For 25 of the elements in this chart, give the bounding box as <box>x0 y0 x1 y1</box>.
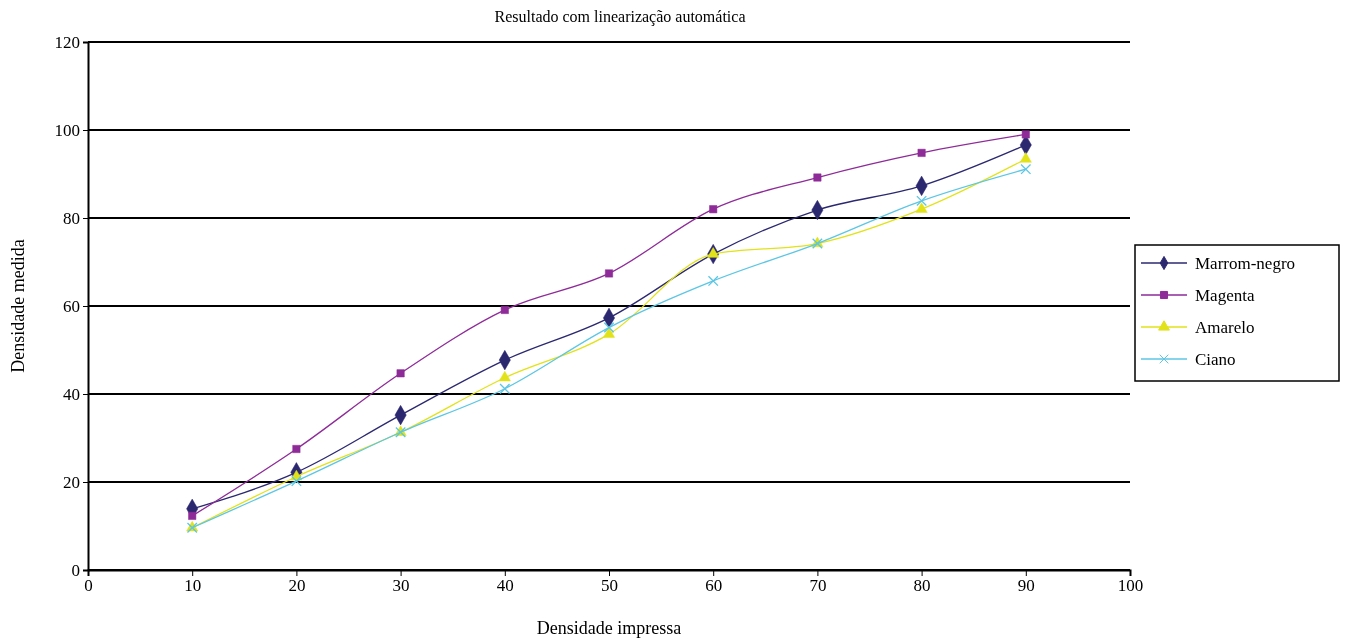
x-tick-label: 20 <box>288 576 306 596</box>
x-tick-label: 70 <box>809 576 827 596</box>
y-tick-label: 100 <box>54 120 80 140</box>
y-tick-label: 60 <box>63 296 80 316</box>
x-tick-label: 80 <box>913 576 931 596</box>
y-axis-title: Densidade medida <box>8 239 28 373</box>
y-tick-label: 80 <box>63 208 80 228</box>
chart-title: Resultado com linearização automática <box>494 8 746 26</box>
y-tick-label: 0 <box>71 560 80 580</box>
legend-label: Amarelo <box>1195 318 1255 337</box>
x-tick-label: 30 <box>392 576 410 596</box>
x-axis-title: Densidade impressa <box>536 618 682 638</box>
x-tick-label: 100 <box>1117 576 1144 596</box>
x-tick-label: 10 <box>184 576 202 596</box>
x-tick-label: 90 <box>1017 576 1035 596</box>
x-tick-label: 40 <box>496 576 514 596</box>
y-tick-label: 120 <box>54 32 80 52</box>
y-tick-label: 40 <box>63 384 80 404</box>
y-tick-label: 20 <box>63 472 80 492</box>
x-tick-label: 60 <box>705 576 723 596</box>
legend-label: Magenta <box>1195 286 1255 305</box>
x-tick-label: 0 <box>84 576 93 596</box>
legend-label: Marrom-negro <box>1195 254 1296 273</box>
legend-label: Ciano <box>1195 350 1236 369</box>
x-tick-label: 50 <box>601 576 618 596</box>
